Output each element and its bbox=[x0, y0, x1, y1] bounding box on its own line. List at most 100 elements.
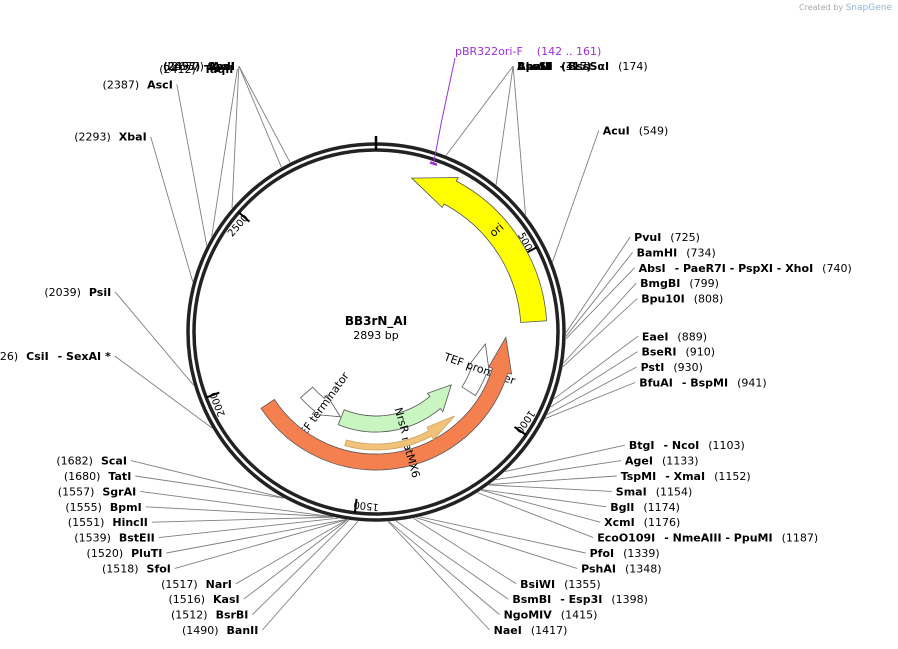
site-leader bbox=[150, 136, 194, 282]
site-label-tspmi[interactable]: TspMI - XmaI (1152) bbox=[621, 470, 751, 483]
site-leader bbox=[488, 484, 612, 492]
site-label-naei[interactable]: NaeI (1417) bbox=[494, 624, 568, 637]
feature-tef-terminator bbox=[300, 386, 342, 418]
site-leader bbox=[238, 65, 291, 163]
site-leader bbox=[552, 130, 600, 262]
site-leader bbox=[114, 355, 213, 429]
feature-highlight bbox=[344, 415, 455, 451]
site-label-hincii[interactable]: (1551) HincII bbox=[68, 516, 148, 529]
site-label-psti[interactable]: PstI (930) bbox=[641, 361, 703, 374]
site-label-taqii[interactable]: (2412) TaqII bbox=[159, 63, 233, 76]
site-label-bsrbi[interactable]: (1512) BsrBI bbox=[171, 609, 248, 622]
plasmid-size: 2893 bp bbox=[353, 329, 398, 342]
site-label-eaei[interactable]: EaeI (889) bbox=[642, 330, 707, 343]
site-label-agei[interactable]: AgeI (1133) bbox=[625, 455, 699, 468]
site-leader bbox=[495, 65, 514, 185]
site-leader bbox=[565, 267, 635, 340]
site-label-acli[interactable]: (2677) AclI bbox=[167, 60, 234, 73]
site-label-pvui[interactable]: PvuI (725) bbox=[634, 231, 700, 244]
site-label-bmgbi[interactable]: BmgBI (799) bbox=[640, 277, 719, 290]
site-leader bbox=[176, 84, 208, 246]
site-label-asci[interactable]: (2387) AscI bbox=[103, 78, 173, 91]
site-leader bbox=[387, 521, 490, 631]
primer-label: pBR322ori-F (142 .. 161) bbox=[455, 45, 601, 58]
site-label-bamhi[interactable]: BamHI (734) bbox=[637, 246, 716, 259]
site-leader bbox=[495, 460, 622, 481]
site-label-absi[interactable]: AbsI - PaeR7I - PspXI - XhoI (740) bbox=[639, 262, 852, 275]
site-leader bbox=[565, 236, 631, 333]
site-label-pfoi[interactable]: PfoI (1339) bbox=[590, 547, 660, 560]
site-label-sgrai[interactable]: (1557) SgrAI bbox=[58, 485, 136, 498]
ruler-label: 1500 bbox=[353, 498, 380, 512]
site-label-kasi[interactable]: (1516) KasI bbox=[168, 593, 239, 606]
site-label-bsssi[interactable]: BssSI - BssSαI (174) bbox=[517, 60, 648, 73]
site-label-banii[interactable]: (1490) BanII bbox=[182, 624, 258, 637]
feature-nrsr bbox=[337, 384, 452, 433]
site-leader-lines bbox=[114, 65, 639, 631]
primer-site bbox=[429, 161, 438, 166]
site-leader bbox=[416, 517, 578, 569]
site-label-xbai[interactable]: (2293) XbaI bbox=[74, 131, 146, 144]
site-leader bbox=[565, 252, 633, 337]
site-leader bbox=[262, 520, 359, 631]
site-label-bgli[interactable]: BglI (1174) bbox=[610, 501, 680, 514]
site-leader bbox=[151, 516, 334, 523]
site-label-bpmi[interactable]: (1555) BpmI bbox=[65, 501, 141, 514]
site-label-asei[interactable]: (2497) AseI bbox=[164, 60, 235, 73]
site-leader bbox=[563, 282, 637, 364]
site-label-bsteii[interactable]: (1539) BstEII bbox=[74, 532, 154, 545]
primer-annotation: pBR322ori-F (142 .. 161) bbox=[429, 45, 601, 166]
site-label-tati[interactable]: (1680) TatI bbox=[64, 470, 131, 483]
snapgene-logo: SnapGene bbox=[845, 3, 892, 13]
site-label-smai[interactable]: SmaI (1154) bbox=[616, 485, 692, 498]
site-label-csii[interactable]: (1926)CsiI- SexAI * bbox=[0, 350, 111, 363]
site-leader bbox=[145, 506, 332, 518]
snapgene-watermark: Created by SnapGene bbox=[799, 3, 892, 13]
ruler-label: 2000 bbox=[208, 390, 227, 418]
site-leader bbox=[114, 291, 194, 386]
site-label-bpu10i[interactable]: Bpu10I (808) bbox=[641, 293, 723, 306]
site-label-sfoi[interactable]: (1518) SfoI bbox=[102, 562, 171, 575]
site-label-pluti[interactable]: (1520) PluTI bbox=[87, 547, 163, 560]
ruler-tick bbox=[513, 426, 527, 436]
site-label-acui[interactable]: AcuI (549) bbox=[603, 125, 669, 138]
site-label-scai[interactable]: (1682) ScaI bbox=[56, 455, 127, 468]
site-leader bbox=[174, 519, 347, 569]
site-leader bbox=[489, 475, 617, 485]
ruler-tick bbox=[238, 211, 251, 223]
site-leader bbox=[166, 519, 346, 554]
site-label-bsiwi[interactable]: BsiWI (1355) bbox=[520, 578, 601, 591]
site-leader bbox=[238, 65, 282, 168]
site-leader bbox=[562, 298, 638, 368]
site-leader bbox=[477, 492, 594, 539]
site-label-pshai[interactable]: PshAI (1348) bbox=[581, 562, 661, 575]
site-label-btgi[interactable]: BtgI - NcoI (1103) bbox=[629, 439, 745, 452]
site-label-spei[interactable]: (2653) SpeI bbox=[163, 60, 235, 73]
site-label-bseri[interactable]: BseRI (910) bbox=[641, 346, 715, 359]
site-leader bbox=[158, 517, 339, 539]
site-leader bbox=[546, 366, 637, 415]
site-leader bbox=[235, 519, 348, 585]
ruler-tick bbox=[205, 391, 220, 399]
site-label-apali[interactable]: ApaLI (315) bbox=[517, 60, 591, 73]
site-label-ngomiv[interactable]: NgoMIV (1415) bbox=[504, 609, 598, 622]
site-label-psii[interactable]: (2039) PsiI bbox=[44, 286, 111, 299]
site-leader bbox=[553, 335, 639, 400]
site-leader bbox=[140, 490, 331, 518]
site-label-bfuai[interactable]: BfuAI - BspMI (941) bbox=[639, 376, 766, 389]
site-leader bbox=[419, 516, 586, 554]
site-label-ecoo109i[interactable]: EcoO109I - NmeAIII - PpuMI (1187) bbox=[597, 532, 818, 545]
site-label-nari[interactable]: (1517) NarI bbox=[161, 578, 232, 591]
site-label-xcmi[interactable]: XcmI (1176) bbox=[604, 516, 680, 529]
site-leader bbox=[231, 65, 240, 209]
site-leader bbox=[413, 517, 517, 585]
site-labels: BssSI - BssSαI (174)ApaLI (315)AlwNI (417) Ac… bbox=[0, 60, 852, 637]
site-leader bbox=[252, 519, 350, 615]
site-leader bbox=[512, 65, 526, 215]
site-leader bbox=[504, 444, 625, 472]
site-label-bsmbi[interactable]: BsmBI - Esp3I (1398) bbox=[512, 593, 648, 606]
ruler-tick bbox=[353, 498, 358, 513]
site-label-alwni[interactable]: AlwNI (417) bbox=[517, 60, 591, 73]
